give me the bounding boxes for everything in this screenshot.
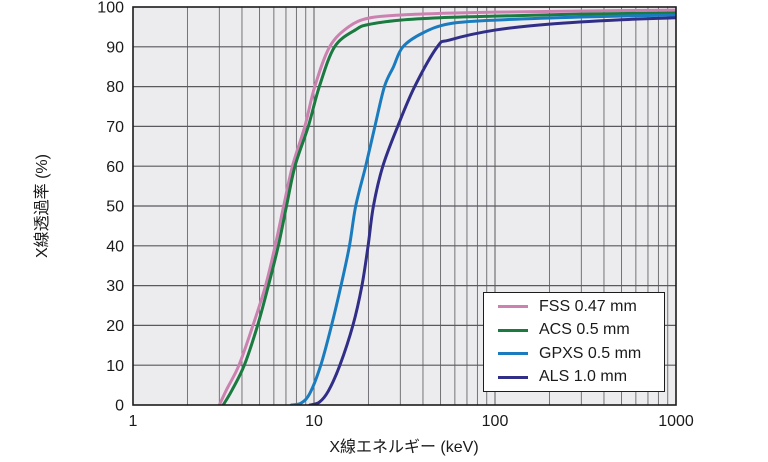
legend-label: ACS 0.5 mm (539, 321, 630, 339)
x-axis-title: X線エネルギー (keV) (329, 439, 479, 456)
y-tick-label: 10 (106, 358, 124, 375)
y-tick-label: 90 (106, 39, 124, 56)
x-tick-label: 100 (482, 413, 509, 430)
legend-line-swatch (498, 352, 528, 356)
series-group (217, 8, 676, 405)
legend-line-swatch (498, 375, 528, 379)
legend-item: GPXS 0.5 mm (484, 342, 664, 366)
legend-line-swatch (498, 328, 528, 332)
plot-border (132, 6, 677, 406)
legend-item: ACS 0.5 mm (484, 319, 664, 343)
y-tick-label: 40 (106, 238, 124, 255)
series-line-acs-0-5-mm (221, 11, 676, 405)
x-tick-label: 1 (129, 413, 138, 430)
series-line-fss-0-47-mm (217, 8, 676, 405)
legend-label: FSS 0.47 mm (539, 297, 637, 315)
x-tick-label: 10 (305, 413, 323, 430)
x-tick-label: 1000 (658, 413, 694, 430)
series-line-gpxs-0-5-mm (289, 13, 676, 405)
y-tick-label: 100 (97, 0, 124, 17)
legend-label: ALS 1.0 mm (539, 368, 628, 386)
y-tick-label: 60 (106, 159, 124, 176)
y-tick-label: 70 (106, 119, 124, 136)
series-line-als-1-0-mm (308, 16, 676, 405)
y-tick-label: 20 (106, 318, 124, 335)
y-tick-label: 50 (106, 199, 124, 216)
legend-line-swatch (498, 305, 528, 309)
legend-item: ALS 1.0 mm (484, 366, 664, 390)
legend: FSS 0.47 mm ACS 0.5 mm GPXS 0.5 mm ALS 1.0 … (483, 292, 665, 392)
y-tick-label: 80 (106, 79, 124, 96)
legend-label: GPXS 0.5 mm (539, 344, 642, 362)
y-tick-label: 0 (115, 398, 124, 415)
y-axis-title: X線透過率 (%) (34, 154, 51, 259)
legend-item: FSS 0.47 mm (484, 295, 664, 319)
y-tick-label: 30 (106, 278, 124, 295)
